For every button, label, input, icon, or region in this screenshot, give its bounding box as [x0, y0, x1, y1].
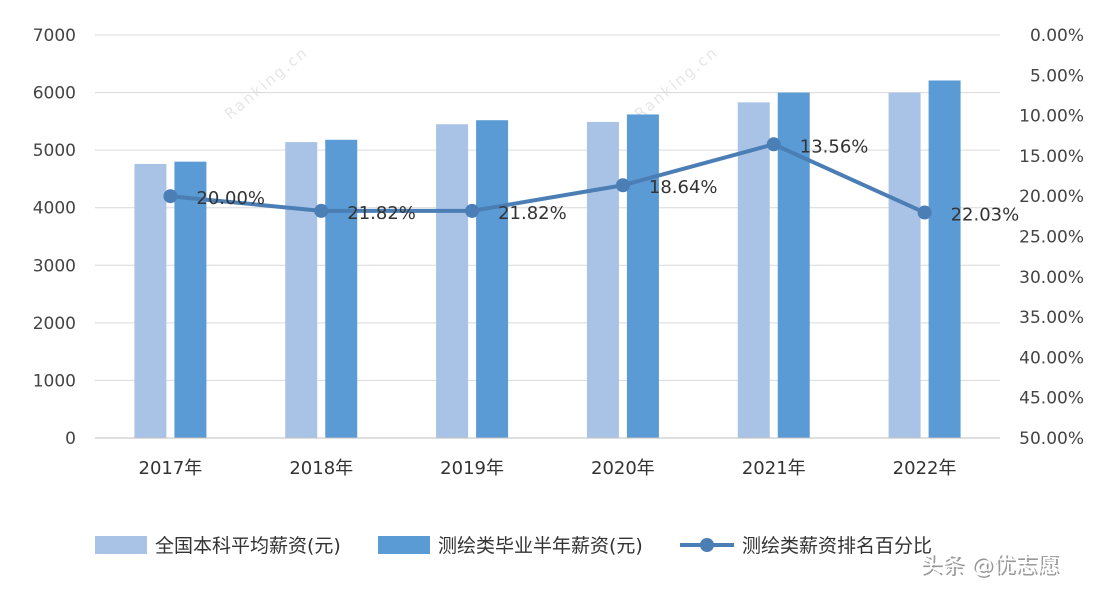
category-label: 2017年 — [139, 458, 203, 479]
line-point — [766, 137, 781, 152]
watermark-latin: Ranking.cn — [631, 43, 722, 123]
bar — [285, 142, 318, 438]
data-label: 21.82% — [498, 203, 567, 224]
line-series: 20.00% 21.82% 21.82% 18.64% 13.56% 22.03% — [163, 136, 1020, 226]
legend: 全国本科平均薪资(元) 测绘类毕业半年薪资(元) 测绘类薪资排名百分比 — [95, 535, 932, 557]
left-tick-label: 4000 — [33, 199, 76, 219]
line-point — [163, 189, 178, 204]
bar — [626, 114, 659, 438]
right-tick-label: 40.00% — [1019, 348, 1084, 368]
category-label: 2018年 — [289, 458, 353, 479]
legend-marker — [700, 538, 714, 552]
left-tick-label: 5000 — [33, 141, 76, 161]
category-label: 2021年 — [742, 458, 806, 479]
bar — [928, 80, 961, 438]
data-label: 18.64% — [649, 177, 718, 198]
right-tick-label: 0.00% — [1030, 26, 1084, 46]
legend-swatch — [378, 536, 430, 554]
left-tick-label: 7000 — [33, 26, 76, 46]
right-tick-label: 25.00% — [1019, 228, 1084, 248]
data-label: 21.82% — [347, 203, 416, 224]
credit-text: 头条 @优志愿 — [920, 553, 1059, 578]
right-tick-label: 35.00% — [1019, 308, 1084, 328]
right-axis: 0.00% 5.00% 10.00% 15.00% 20.00% 25.00% 30.00%… — [1019, 26, 1084, 449]
left-tick-label: 3000 — [33, 256, 76, 276]
bar — [325, 139, 358, 438]
left-axis: 0 1000 2000 3000 4000 5000 6000 7000 — [33, 26, 76, 449]
bar — [888, 92, 921, 439]
legend-label: 测绘类毕业半年薪资(元) — [438, 535, 643, 557]
bar — [134, 163, 167, 438]
line-point — [465, 203, 480, 218]
line-point — [314, 203, 329, 218]
right-tick-label: 5.00% — [1030, 66, 1084, 86]
legend-swatch — [95, 536, 147, 554]
bar — [436, 124, 469, 438]
legend-label: 测绘类薪资排名百分比 — [742, 535, 932, 557]
right-tick-label: 10.00% — [1019, 107, 1084, 127]
x-axis: 2017年 2018年 2019年 2020年 2021年 2022年 — [95, 437, 1000, 479]
left-tick-label: 1000 — [33, 371, 76, 391]
data-label: 22.03% — [951, 205, 1020, 226]
right-tick-label: 30.00% — [1019, 268, 1084, 288]
legend-label: 全国本科平均薪资(元) — [155, 535, 341, 557]
left-tick-label: 6000 — [33, 84, 76, 104]
left-tick-label: 2000 — [33, 314, 76, 334]
data-label: 20.00% — [196, 188, 265, 209]
bar — [476, 120, 509, 438]
bar — [737, 102, 770, 438]
line-point — [615, 178, 630, 193]
right-tick-label: 20.00% — [1019, 187, 1084, 207]
right-tick-label: 50.00% — [1019, 429, 1084, 449]
category-label: 2019年 — [440, 458, 504, 479]
watermark-latin: Ranking.cn — [221, 43, 312, 123]
data-label: 13.56% — [800, 136, 869, 157]
bar — [174, 161, 207, 438]
category-label: 2022年 — [893, 458, 957, 479]
right-tick-label: 15.00% — [1019, 147, 1084, 167]
bars — [134, 80, 961, 439]
left-tick-label: 0 — [65, 429, 76, 449]
grid — [95, 34, 1000, 439]
bar — [586, 121, 619, 438]
line-point — [917, 205, 932, 220]
category-label: 2020年 — [591, 458, 655, 479]
watermark: Ranking.cn Ranking.cn — [221, 43, 722, 123]
series-line — [170, 142, 926, 215]
credit-shadow: 头条 @优志愿 — [922, 555, 1061, 580]
right-tick-label: 45.00% — [1019, 389, 1084, 409]
